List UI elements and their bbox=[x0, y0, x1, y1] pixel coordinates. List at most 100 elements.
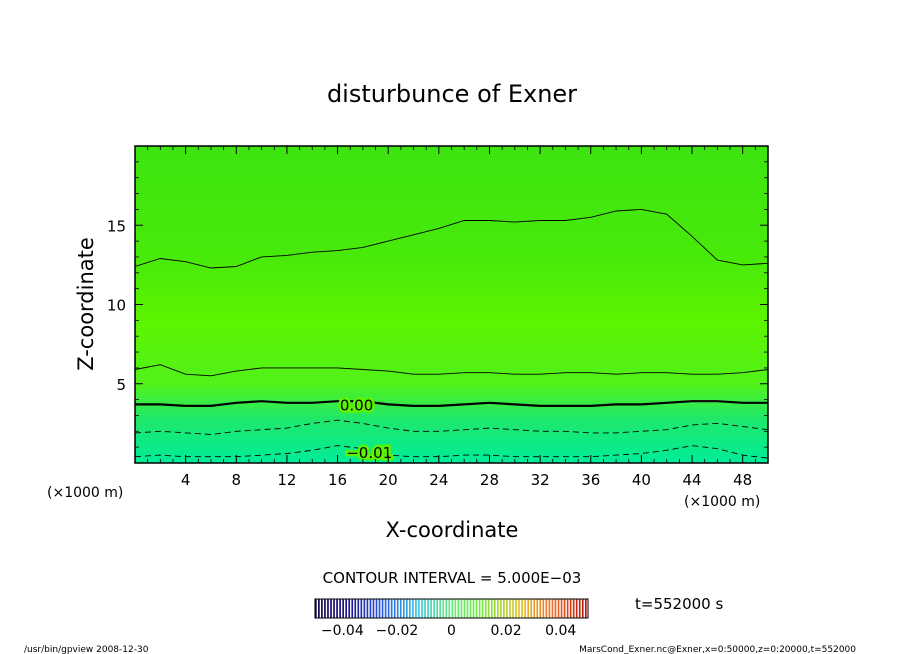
colorbar-swatch bbox=[484, 599, 487, 618]
colorbar-swatch bbox=[330, 599, 332, 618]
colorbar-swatch bbox=[412, 599, 414, 618]
colorbar-swatch bbox=[384, 599, 387, 618]
plot-area bbox=[135, 146, 768, 463]
x-tick-label: 12 bbox=[277, 471, 296, 489]
x-unit-left: (×1000 m) bbox=[47, 485, 123, 501]
colorbar-swatch bbox=[460, 599, 463, 618]
y-tick-label: 5 bbox=[116, 376, 126, 394]
colorbar-swatch bbox=[533, 599, 536, 618]
colorbar-swatch bbox=[369, 599, 372, 618]
colorbar-swatch bbox=[421, 599, 423, 618]
contour-lines bbox=[135, 208, 768, 459]
colorbar-swatch bbox=[506, 599, 508, 618]
colorbar-swatch bbox=[372, 599, 375, 618]
colorbar-swatch bbox=[551, 599, 554, 618]
time-label: t=552000 s bbox=[635, 595, 723, 613]
contour-label: −0.01 bbox=[346, 444, 392, 462]
colorbar-swatch bbox=[321, 599, 323, 618]
colorbar-swatch bbox=[433, 599, 435, 618]
colorbar-swatch bbox=[560, 599, 563, 618]
colorbar-tick-label: 0.02 bbox=[491, 623, 522, 639]
colorbar-swatch bbox=[339, 599, 341, 618]
colorbar bbox=[315, 599, 587, 618]
y-tick-label: 15 bbox=[107, 217, 126, 235]
colorbar-tick-label: −0.02 bbox=[375, 623, 418, 639]
x-tick-label: 44 bbox=[682, 471, 701, 489]
x-tick-label: 48 bbox=[733, 471, 752, 489]
colorbar-swatch bbox=[354, 599, 357, 618]
contour-line bbox=[135, 208, 768, 269]
contour-line bbox=[135, 364, 768, 377]
colorbar-swatch bbox=[581, 599, 584, 618]
contour-line bbox=[135, 400, 768, 407]
x-tick-label: 28 bbox=[480, 471, 499, 489]
footer-left: /usr/bin/gpview 2008-12-30 bbox=[24, 645, 149, 654]
colorbar-tick-labels: −0.04 −0.02 0 0.02 0.04 bbox=[321, 623, 577, 639]
colorbar-swatch bbox=[318, 599, 320, 618]
colorbar-swatch bbox=[324, 599, 326, 618]
colorbar-swatch bbox=[490, 599, 493, 618]
colorbar-tick-label: −0.04 bbox=[321, 623, 364, 639]
colorbar-swatch bbox=[399, 599, 402, 618]
colorbar-swatch bbox=[515, 599, 517, 618]
colorbar-swatch bbox=[390, 599, 393, 618]
colorbar-swatch bbox=[445, 599, 448, 618]
colorbar-swatch bbox=[327, 599, 329, 618]
x-tick-label: 24 bbox=[429, 471, 448, 489]
colorbar-swatch bbox=[539, 599, 542, 618]
colorbar-swatch bbox=[545, 599, 548, 618]
contour-labels: 0.00 −0.01 bbox=[337, 394, 394, 465]
colorbar-swatch bbox=[527, 599, 529, 618]
colorbar-swatch bbox=[521, 599, 523, 618]
colorbar-swatch bbox=[427, 599, 429, 618]
colorbar-swatch bbox=[396, 599, 399, 618]
colorbar-swatch bbox=[393, 599, 396, 618]
colorbar-swatch bbox=[530, 599, 533, 618]
colorbar-swatch bbox=[454, 599, 457, 618]
colorbar-swatch bbox=[487, 599, 490, 618]
colorbar-swatch bbox=[387, 599, 390, 618]
colorbar-swatch bbox=[500, 599, 502, 618]
colorbar-swatch bbox=[357, 599, 360, 618]
colorbar-swatch bbox=[451, 599, 454, 618]
colorbar-swatch bbox=[342, 599, 344, 618]
colorbar-swatch bbox=[548, 599, 551, 618]
contour-label: 0.00 bbox=[340, 396, 373, 414]
colorbar-swatch bbox=[475, 599, 478, 618]
colorbar-swatch bbox=[415, 599, 417, 618]
colorbar-swatch bbox=[351, 599, 354, 618]
colorbar-swatch bbox=[424, 599, 426, 618]
colorbar-swatch bbox=[381, 599, 384, 618]
x-tick-label: 40 bbox=[632, 471, 651, 489]
colorbar-swatch bbox=[366, 599, 369, 618]
colorbar-swatch bbox=[557, 599, 560, 618]
colorbar-swatch bbox=[536, 599, 539, 618]
colorbar-swatch bbox=[418, 599, 420, 618]
x-unit-right: (×1000 m) bbox=[684, 494, 760, 510]
colorbar-swatch bbox=[578, 599, 581, 618]
colorbar-swatch bbox=[436, 599, 438, 618]
chart-title: disturbunce of Exner bbox=[327, 80, 577, 108]
colorbar-swatch bbox=[469, 599, 472, 618]
x-tick-label: 8 bbox=[232, 471, 242, 489]
colorbar-swatch bbox=[518, 599, 520, 618]
colorbar-tick-label: 0.04 bbox=[545, 623, 576, 639]
colorbar-swatch bbox=[575, 599, 578, 618]
colorbar-swatch bbox=[430, 599, 432, 618]
colorbar-swatch bbox=[569, 599, 572, 618]
x-tick-label: 32 bbox=[531, 471, 550, 489]
x-tick-label: 20 bbox=[379, 471, 398, 489]
colorbar-swatch bbox=[478, 599, 481, 618]
colorbar-swatch bbox=[378, 599, 381, 618]
contour-line bbox=[135, 419, 768, 435]
colorbar-swatch bbox=[572, 599, 575, 618]
x-tick-label: 4 bbox=[181, 471, 191, 489]
colorbar-swatch bbox=[336, 599, 338, 618]
x-axis-label: X-coordinate bbox=[386, 518, 519, 542]
colorbar-swatch bbox=[503, 599, 505, 618]
colorbar-swatch bbox=[375, 599, 378, 618]
footer-right: MarsCond_Exner.nc@Exner,x=0:50000,z=0:20… bbox=[579, 645, 856, 654]
x-tick-label: 16 bbox=[328, 471, 347, 489]
colorbar-swatch bbox=[360, 599, 363, 618]
